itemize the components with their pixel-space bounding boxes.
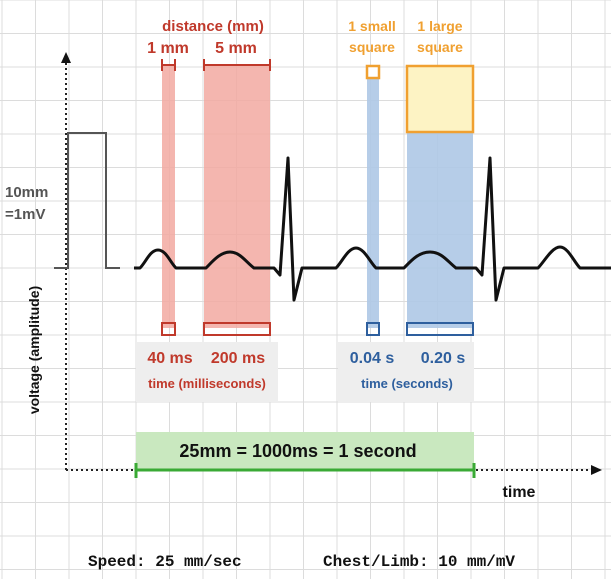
one-mm-bracket (161, 59, 176, 71)
time-s-panel (338, 342, 474, 402)
distance-title: distance (mm) (162, 18, 264, 35)
s-020-label: 0.20 s (421, 350, 466, 367)
arrow-right-icon (591, 465, 602, 475)
ms-40-marker (161, 322, 176, 336)
equation-band (136, 432, 474, 470)
ms-200-marker (203, 322, 271, 336)
ms-40-label: 40 ms (147, 350, 192, 367)
small-square-highlight (365, 64, 381, 80)
s-004-marker (366, 322, 380, 336)
s-020-marker (406, 322, 474, 336)
arrow-up-icon (61, 52, 71, 63)
large-square-highlight (405, 64, 475, 134)
ecg-trace (134, 156, 611, 302)
equation-text: 25mm = 1000ms = 1 second (179, 441, 416, 461)
calibration-pulse (54, 132, 120, 269)
small-square-label-line1: 1 small (348, 18, 395, 34)
large-square-column (407, 132, 473, 328)
five-mm-label: 5 mm (215, 40, 257, 57)
calibration-label-line2: =1mV (5, 206, 45, 223)
gain-label: Chest/Limb: 10 mm/mV (323, 553, 515, 571)
five-mm-bracket (203, 59, 271, 71)
small-square-label-line2: square (349, 39, 395, 55)
large-square-label-line2: square (417, 39, 463, 55)
large-square-label-line1: 1 large (417, 18, 462, 34)
s-004-label: 0.04 s (350, 350, 395, 367)
equation-bracket (134, 463, 476, 478)
one-mm-column (162, 66, 175, 328)
time-s-caption: time (seconds) (361, 376, 453, 391)
time-ms-panel (136, 342, 278, 402)
one-mm-label: 1 mm (147, 40, 189, 57)
calibration-label-line1: 10mm (5, 184, 48, 201)
x-axis-label: time (503, 484, 536, 501)
time-ms-caption: time (milliseconds) (148, 376, 266, 391)
ms-200-label: 200 ms (211, 350, 265, 367)
speed-label: Speed: 25 mm/sec (88, 553, 242, 571)
y-axis-label: voltage (amplitude) (26, 286, 42, 414)
small-square-column (367, 78, 379, 328)
five-mm-column (204, 66, 270, 328)
